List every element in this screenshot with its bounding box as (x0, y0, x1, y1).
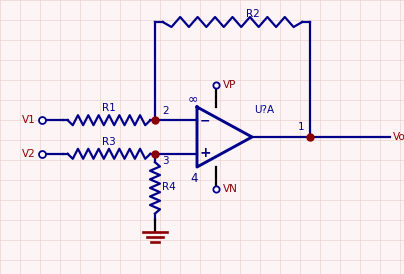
Text: V2: V2 (22, 149, 36, 159)
Text: +: + (199, 146, 211, 160)
Text: U?A: U?A (254, 105, 274, 115)
Text: V1: V1 (22, 115, 36, 125)
Text: R1: R1 (102, 103, 116, 113)
Text: Vout: Vout (393, 132, 404, 142)
Text: 2: 2 (162, 106, 168, 116)
Text: VN: VN (223, 184, 238, 194)
Text: −: − (200, 115, 210, 128)
Text: VP: VP (223, 80, 237, 90)
Text: R2: R2 (246, 9, 259, 19)
Text: R3: R3 (102, 137, 116, 147)
Text: 4: 4 (191, 173, 198, 185)
Text: R4: R4 (162, 182, 176, 192)
Text: 1: 1 (298, 122, 305, 132)
Text: ∞: ∞ (188, 93, 198, 105)
Text: 3: 3 (162, 156, 168, 166)
